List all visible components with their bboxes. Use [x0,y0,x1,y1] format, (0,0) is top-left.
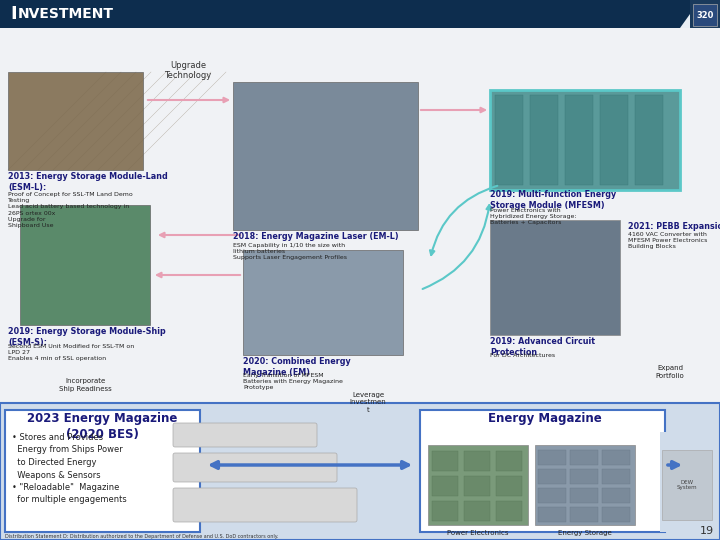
FancyBboxPatch shape [464,451,490,471]
FancyBboxPatch shape [662,450,712,520]
FancyBboxPatch shape [496,451,522,471]
Text: 2019: Advanced Circuit
Protection: 2019: Advanced Circuit Protection [490,337,595,357]
FancyBboxPatch shape [570,469,598,484]
FancyBboxPatch shape [495,95,523,185]
Text: I: I [10,5,17,23]
FancyBboxPatch shape [538,450,566,465]
Text: Distribution Statement D: Distribution authorized to the Department of Defense a: Distribution Statement D: Distribution a… [5,534,279,540]
FancyBboxPatch shape [432,476,458,496]
Text: Early Transition of MFESM
Batteries with Energy Magazine
Prototype: Early Transition of MFESM Batteries with… [243,373,343,390]
FancyBboxPatch shape [602,450,630,465]
Text: 2020: Combined Energy
Magazine (EM): 2020: Combined Energy Magazine (EM) [243,357,351,377]
FancyBboxPatch shape [693,4,717,26]
Text: For DC Architectures: For DC Architectures [490,353,555,358]
Text: 2023 Energy Magazine
(2020 BES): 2023 Energy Magazine (2020 BES) [27,412,177,441]
FancyBboxPatch shape [602,469,630,484]
FancyBboxPatch shape [0,403,720,540]
FancyBboxPatch shape [464,476,490,496]
Text: 320: 320 [696,10,714,19]
FancyBboxPatch shape [660,432,715,532]
FancyBboxPatch shape [205,413,405,528]
Text: Leverage
Investmen
t: Leverage Investmen t [350,392,387,413]
Text: 2019: Multi-function Energy
Storage Module (MFESM): 2019: Multi-function Energy Storage Modu… [490,190,616,210]
Text: DEW
System: DEW System [677,480,697,490]
FancyBboxPatch shape [635,95,663,185]
FancyBboxPatch shape [496,476,522,496]
Text: Proof of Concept for SSL-TM Land Demo
Testing
Lead acid battery based technology: Proof of Concept for SSL-TM Land Demo Te… [8,192,132,228]
FancyBboxPatch shape [538,469,566,484]
FancyBboxPatch shape [173,488,357,522]
FancyBboxPatch shape [5,410,200,532]
Text: Upgrade
Technology: Upgrade Technology [164,60,212,80]
Polygon shape [690,0,720,28]
Text: 2018: Energy Magazine Laser (EM-L): 2018: Energy Magazine Laser (EM-L) [233,232,399,241]
Text: Expand
Portfolio: Expand Portfolio [656,365,685,379]
FancyBboxPatch shape [20,205,150,325]
Text: 4160 VAC Converter with
MFESM Power Electronics
Building Blocks: 4160 VAC Converter with MFESM Power Elec… [628,232,707,249]
FancyBboxPatch shape [602,488,630,503]
FancyBboxPatch shape [432,451,458,471]
Text: Incorporate
Ship Readiness: Incorporate Ship Readiness [58,378,112,392]
FancyBboxPatch shape [570,488,598,503]
Text: Power Electronics: Power Electronics [447,530,509,536]
FancyBboxPatch shape [570,507,598,522]
FancyBboxPatch shape [8,72,143,170]
FancyBboxPatch shape [432,501,458,521]
FancyBboxPatch shape [173,423,317,447]
Text: • "Reloadable"  Magazine
  for multiple engagements: • "Reloadable" Magazine for multiple eng… [12,483,127,504]
FancyBboxPatch shape [600,95,628,185]
FancyBboxPatch shape [490,90,680,190]
Text: Energy Storage: Energy Storage [558,530,612,536]
Text: Second ESM Unit Modified for SSL-TM on
LPD 27
Enables 4 min of SSL operation: Second ESM Unit Modified for SSL-TM on L… [8,344,134,361]
FancyBboxPatch shape [420,410,665,532]
Text: 19: 19 [700,526,714,536]
FancyBboxPatch shape [538,488,566,503]
Text: NVESTMENT: NVESTMENT [18,7,114,21]
FancyBboxPatch shape [233,82,418,230]
FancyBboxPatch shape [496,501,522,521]
Polygon shape [0,0,700,28]
FancyBboxPatch shape [530,95,558,185]
Text: ESM Capability in 1/10 the size with
lithium batteries
Supports Laser Engagement: ESM Capability in 1/10 the size with lit… [233,243,347,260]
FancyBboxPatch shape [0,28,720,403]
FancyBboxPatch shape [565,95,593,185]
FancyBboxPatch shape [490,220,620,335]
FancyBboxPatch shape [464,501,490,521]
Text: Energy Magazine: Energy Magazine [488,412,602,425]
Text: • Stores and Provides
  Energy from Ships Power
  to Directed Energy
  Weapons &: • Stores and Provides Energy from Ships … [12,433,122,480]
FancyBboxPatch shape [570,450,598,465]
Text: 2021: PEBB Expansion: 2021: PEBB Expansion [628,222,720,231]
Text: 2013: Energy Storage Module-Land
(ESM-L):: 2013: Energy Storage Module-Land (ESM-L)… [8,172,168,192]
FancyBboxPatch shape [173,453,337,482]
Text: 2019: Energy Storage Module-Ship
(ESM-S):: 2019: Energy Storage Module-Ship (ESM-S)… [8,327,166,347]
FancyBboxPatch shape [243,250,403,355]
FancyBboxPatch shape [428,445,528,525]
FancyBboxPatch shape [602,507,630,522]
Text: Power Electronics with
Hybridized Energy Storage:
Batteries + Capacitors: Power Electronics with Hybridized Energy… [490,208,577,225]
FancyBboxPatch shape [535,445,635,525]
FancyBboxPatch shape [538,507,566,522]
